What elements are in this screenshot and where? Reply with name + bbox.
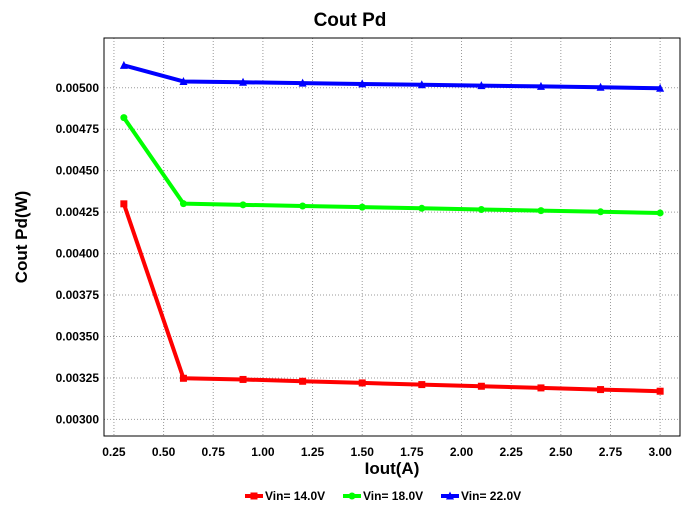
series-line bbox=[121, 203, 661, 394]
x-tick-label: 2.75 bbox=[599, 445, 623, 459]
data-point bbox=[358, 203, 366, 211]
y-tick-label: 0.00375 bbox=[56, 288, 100, 302]
data-point bbox=[239, 375, 247, 383]
data-point bbox=[597, 386, 605, 394]
data-point bbox=[537, 384, 545, 392]
data-point bbox=[536, 81, 545, 90]
legend-item: Vin= 18.0V bbox=[343, 489, 423, 503]
data-point bbox=[179, 200, 187, 208]
data-point bbox=[477, 205, 485, 213]
y-tick-label: 0.00400 bbox=[56, 247, 100, 261]
y-tick-label: 0.00475 bbox=[56, 122, 100, 136]
data-point bbox=[418, 381, 426, 389]
data-point bbox=[120, 114, 128, 122]
data-point bbox=[120, 200, 128, 208]
y-tick-label: 0.00350 bbox=[56, 330, 100, 344]
y-tick-label: 0.00425 bbox=[56, 205, 100, 219]
data-point bbox=[537, 207, 545, 215]
x-tick-label: 3.00 bbox=[648, 445, 672, 459]
legend-marker bbox=[446, 491, 454, 500]
series-layer bbox=[119, 60, 665, 395]
legend-marker bbox=[250, 492, 258, 500]
x-tick-label: 2.00 bbox=[450, 445, 474, 459]
data-point bbox=[298, 78, 307, 87]
legend-label: Vin= 14.0V bbox=[265, 489, 325, 503]
x-tick-label: 2.25 bbox=[499, 445, 523, 459]
chart-title: Cout Pd bbox=[314, 10, 387, 31]
series-3 bbox=[119, 60, 665, 92]
x-tick-labels: 0.25 0.50 0.75 1.00 1.25 1.50 1.75 2.00 2.25 2.50… bbox=[102, 445, 672, 459]
legend-marker bbox=[348, 492, 356, 500]
series-line bbox=[122, 116, 661, 215]
x-tick-label: 0.25 bbox=[102, 445, 126, 459]
x-axis-label: Iout(A) bbox=[365, 459, 420, 478]
y-tick-label: 0.00300 bbox=[56, 412, 100, 426]
data-point bbox=[596, 82, 605, 91]
legend-item: Vin= 14.0V bbox=[245, 489, 325, 503]
data-point bbox=[656, 83, 665, 92]
y-tick-label: 0.00325 bbox=[56, 371, 100, 385]
legend-label: Vin= 18.0V bbox=[363, 489, 423, 503]
data-point bbox=[477, 382, 485, 390]
x-tick-label: 0.50 bbox=[152, 445, 176, 459]
x-tick-label: 1.25 bbox=[301, 445, 325, 459]
data-point bbox=[299, 202, 307, 210]
data-point bbox=[597, 208, 605, 216]
legend-item: Vin= 22.0V bbox=[441, 489, 521, 503]
data-point bbox=[656, 209, 664, 217]
y-axis-label: Cout Pd(W) bbox=[12, 191, 31, 284]
legend-label: Vin= 22.0V bbox=[461, 489, 521, 503]
y-tick-label: 0.00450 bbox=[56, 164, 100, 178]
legend: Vin= 14.0V Vin= 18.0V Vin= 22.0V bbox=[245, 489, 521, 503]
series-line bbox=[123, 63, 661, 91]
plot-frame bbox=[103, 37, 681, 437]
x-tick-label: 0.75 bbox=[202, 445, 226, 459]
data-point bbox=[119, 60, 128, 69]
data-point bbox=[656, 387, 664, 395]
data-point bbox=[239, 201, 247, 209]
grid bbox=[104, 38, 680, 436]
y-tick-label: 0.00500 bbox=[56, 81, 100, 95]
x-tick-label: 1.00 bbox=[251, 445, 275, 459]
data-point bbox=[417, 80, 426, 89]
data-point bbox=[477, 81, 486, 90]
x-tick-label: 2.50 bbox=[549, 445, 573, 459]
data-point bbox=[358, 79, 367, 88]
data-point bbox=[239, 77, 248, 86]
series-1 bbox=[120, 200, 664, 395]
data-point bbox=[179, 76, 188, 85]
x-tick-label: 1.50 bbox=[351, 445, 375, 459]
data-point bbox=[179, 374, 187, 382]
data-point bbox=[358, 379, 366, 387]
series-2 bbox=[120, 114, 664, 217]
x-tick-label: 1.75 bbox=[400, 445, 424, 459]
data-point bbox=[418, 204, 426, 212]
y-tick-labels: 0.00300 0.00325 0.00350 0.00375 0.00400 0.004… bbox=[56, 81, 100, 427]
data-point bbox=[299, 377, 307, 385]
